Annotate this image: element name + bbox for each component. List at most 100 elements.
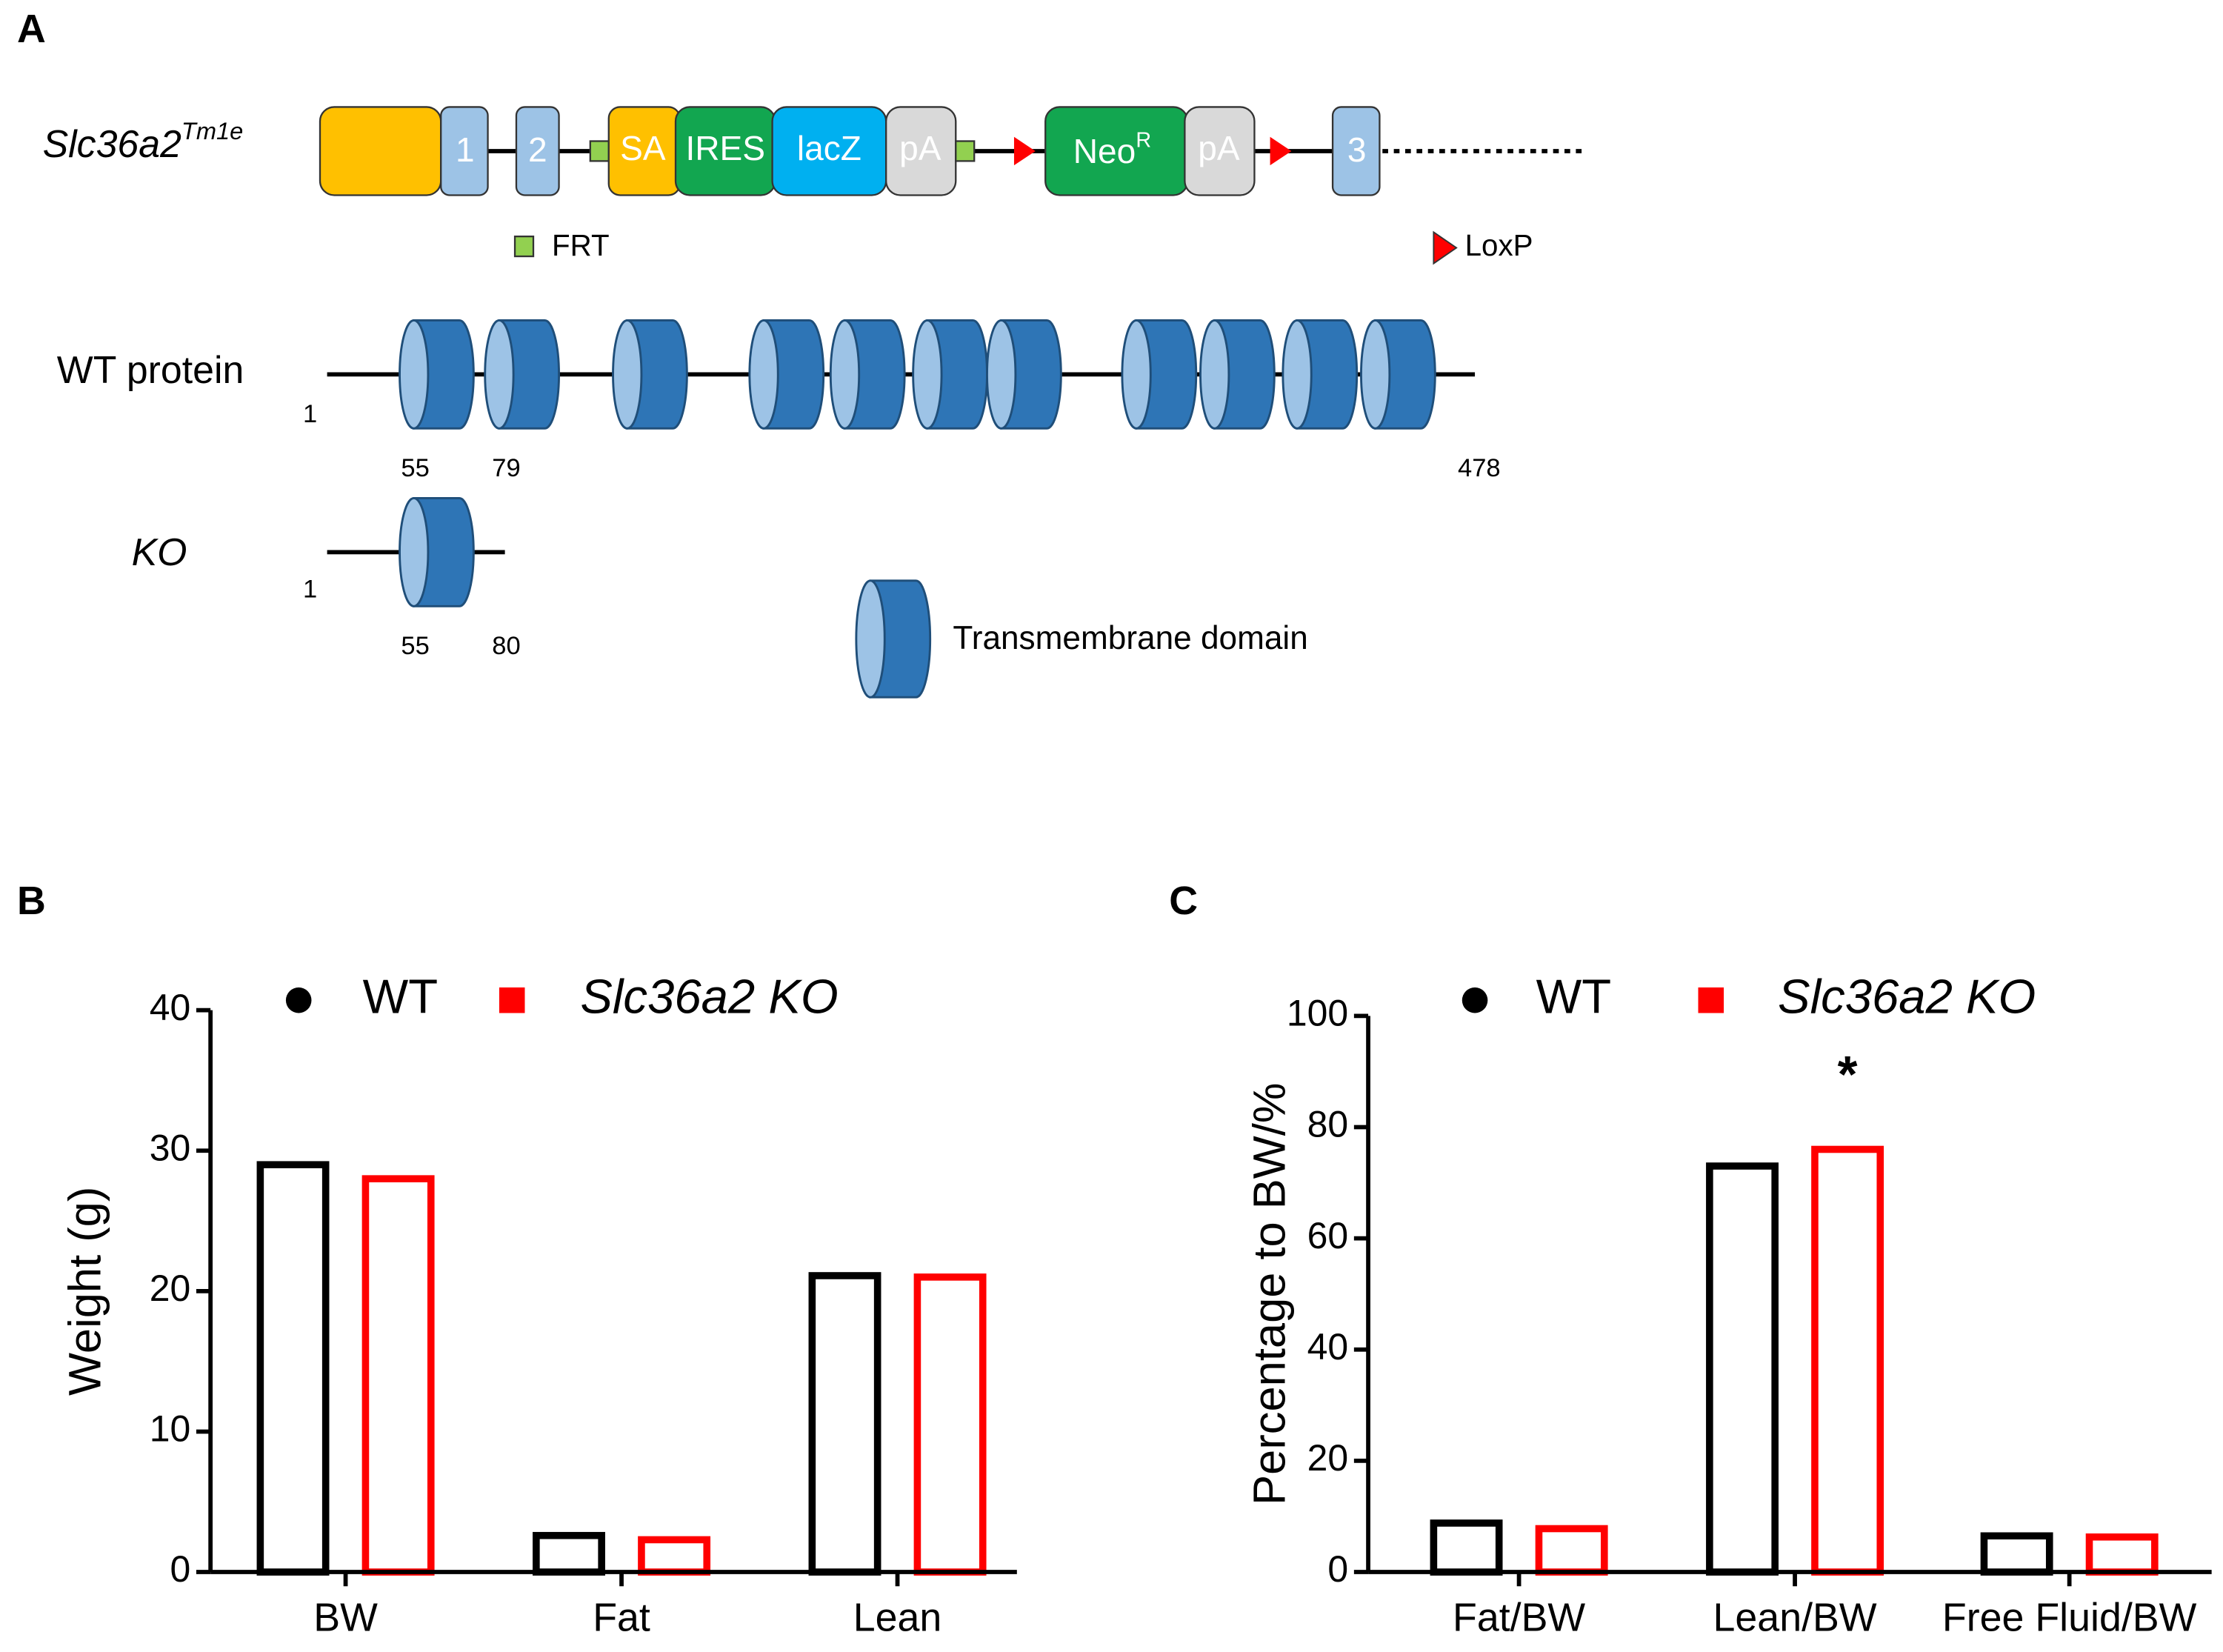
significance-mark: * — [1838, 1045, 1858, 1103]
tm-domain — [844, 319, 906, 430]
y-tick-label: 0 — [1327, 1548, 1348, 1590]
tm-face — [986, 319, 1017, 430]
position-label: 478 — [1458, 454, 1501, 482]
chart: 0 20 40 60 80 100 Fat/BW Lean/BW Free Fluid/BW Pe… — [1244, 969, 2212, 1640]
tm-face — [1199, 319, 1230, 430]
y-tick-label: 40 — [1307, 1326, 1349, 1368]
tm-face — [829, 319, 861, 430]
neo-superscript: R — [1136, 128, 1151, 152]
tm-face — [612, 319, 643, 430]
wt-label: WT protein — [57, 348, 244, 391]
x-tick-label: Fat — [593, 1596, 650, 1640]
bar — [533, 1531, 605, 1576]
y-tick-label: 80 — [1307, 1104, 1349, 1145]
box-label: pA — [899, 129, 941, 167]
loxp-legend-marker — [1433, 230, 1458, 265]
legend-marker — [285, 987, 312, 1013]
position-label: 1 — [303, 575, 317, 603]
frt-site — [589, 140, 610, 162]
legend-marker — [1698, 987, 1724, 1013]
gene-superscript: Tm1e — [181, 117, 243, 144]
bar — [638, 1536, 711, 1576]
y-tick-label: 10 — [150, 1408, 191, 1450]
bar — [1706, 1162, 1779, 1576]
box-label: 2 — [528, 130, 547, 169]
tm-domain — [413, 319, 475, 430]
tm-domain — [498, 319, 560, 430]
chart: 0 10 20 30 40 BW Fat Lean Weight (g) WT Slc36a2 KO — [59, 969, 1017, 1640]
tm-face — [912, 319, 943, 430]
tm-domain — [1213, 319, 1276, 430]
bar — [1430, 1519, 1503, 1576]
tm-face — [855, 579, 886, 699]
legend-label: WT — [1536, 969, 1611, 1023]
y-axis-label: Percentage to BW/% — [1244, 1083, 1296, 1505]
bar — [808, 1272, 881, 1576]
legend-label: Slc36a2 KO — [580, 969, 838, 1023]
loxp-site — [1013, 136, 1036, 166]
position-label: 55 — [401, 454, 429, 482]
y-tick-label: 0 — [170, 1548, 191, 1590]
tm-face — [484, 319, 515, 430]
bar — [2085, 1533, 2159, 1576]
bar — [1535, 1525, 1608, 1576]
tm-domain — [1135, 319, 1198, 430]
panel-label: A — [17, 7, 46, 51]
exon-box — [440, 106, 489, 196]
loxp-site — [1270, 136, 1292, 166]
box-label: 3 — [1347, 130, 1367, 169]
legend-marker — [1462, 987, 1488, 1013]
y-tick-label: 100 — [1287, 993, 1348, 1034]
ko-label: KO — [132, 530, 187, 573]
loxp-legend: LoxP — [1465, 228, 1533, 262]
frt-legend: FRT — [552, 228, 610, 262]
box-label: pA — [1198, 129, 1240, 167]
exon-box — [515, 106, 560, 196]
tm-domain — [626, 319, 688, 430]
bar — [1811, 1145, 1884, 1576]
tm-domain — [413, 496, 475, 607]
y-axis-label: Weight (g) — [59, 1187, 110, 1396]
position-label: 79 — [492, 454, 520, 482]
y-tick-label: 60 — [1307, 1215, 1349, 1256]
exon-box — [1331, 106, 1381, 196]
tm-face — [399, 496, 430, 607]
neo-text: Neo — [1073, 132, 1136, 170]
box-label: NeoR — [1073, 128, 1151, 170]
position-label: 80 — [492, 632, 520, 660]
box-label: 1 — [456, 130, 475, 169]
bar — [913, 1273, 987, 1576]
tm-domain — [869, 579, 932, 699]
x-tick-label: Lean/BW — [1713, 1596, 1877, 1640]
panel-label: C — [1169, 879, 1198, 923]
position-label: 55 — [401, 632, 429, 660]
tm-legend: Transmembrane domain — [953, 620, 1307, 656]
position-label: 1 — [303, 400, 317, 428]
tm-domain — [1000, 319, 1062, 430]
bar — [1980, 1532, 2053, 1576]
y-tick-label: 20 — [1307, 1437, 1349, 1479]
exon-box — [319, 106, 442, 196]
tm-face — [399, 319, 430, 430]
box-label: IRES — [685, 129, 765, 167]
x-tick-label: Fat/BW — [1453, 1596, 1585, 1640]
box-label: SA — [620, 129, 666, 167]
gene-name: Slc36a2 — [43, 122, 181, 165]
tm-face — [748, 319, 779, 430]
legend-label: WT — [363, 969, 438, 1023]
y-tick-label: 40 — [150, 987, 191, 1028]
tm-domain — [1374, 319, 1436, 430]
box-label: lacZ — [797, 129, 861, 167]
tm-face — [1282, 319, 1313, 430]
panel-label: B — [17, 879, 46, 923]
x-tick-label: Free Fluid/BW — [1942, 1596, 2197, 1640]
frt-site — [955, 140, 976, 162]
tm-face — [1360, 319, 1391, 430]
tm-domain — [1296, 319, 1359, 430]
tm-face — [1121, 319, 1152, 430]
bar — [361, 1175, 435, 1576]
bar — [256, 1161, 330, 1576]
legend-marker — [499, 987, 525, 1013]
y-tick-label: 30 — [150, 1127, 191, 1168]
